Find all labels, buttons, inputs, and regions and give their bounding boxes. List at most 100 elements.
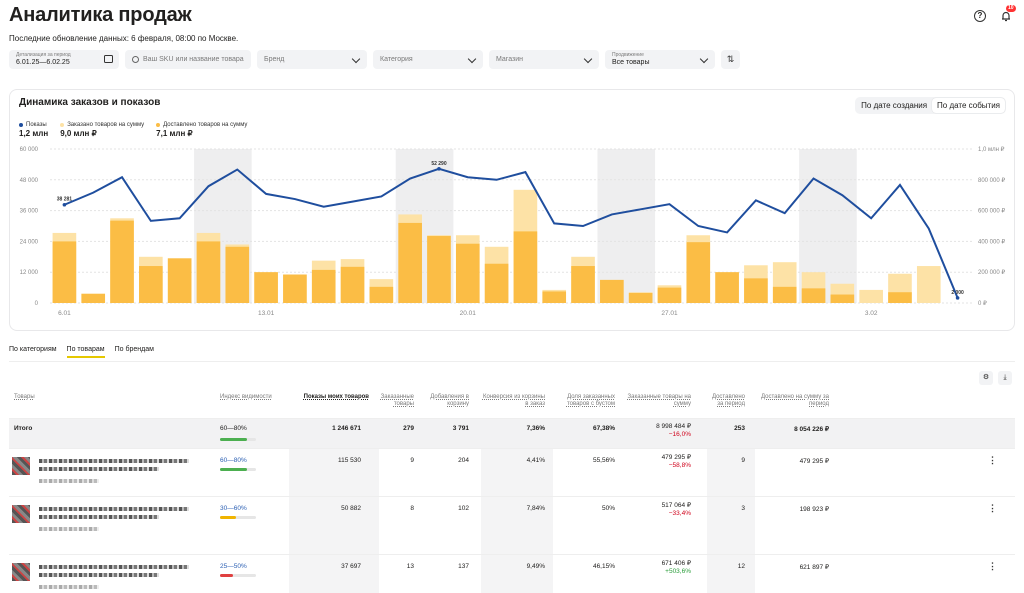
bar-delivered [801, 288, 826, 303]
product-sku-redacted [39, 585, 99, 589]
table-header: Товары Индекс видимости Показы моих това… [9, 390, 1015, 418]
tab-products[interactable]: По товарам [66, 346, 105, 358]
product-sku-redacted [39, 479, 99, 483]
table-settings-icon[interactable]: ⚙ [979, 371, 993, 385]
legend-ordered[interactable]: Заказано товаров на сумму 9,0 млн ₽ [60, 122, 145, 138]
bar-delivered [715, 272, 739, 303]
product-sku-redacted [39, 527, 99, 531]
views-line [64, 167, 959, 299]
help-icon[interactable]: ? [974, 10, 986, 22]
x-tick-label: 6.01 [58, 310, 71, 317]
toggle-by-event[interactable]: По дате события [932, 98, 1005, 113]
bar-delivered [657, 287, 682, 303]
bar-delivered [427, 236, 451, 303]
bar-ordered [916, 266, 941, 303]
bar-delivered [196, 241, 221, 303]
bar-delivered [772, 286, 797, 303]
promo-select[interactable]: Продвижение Все товары [605, 50, 715, 69]
bar-delivered [455, 243, 480, 303]
bar-delivered [888, 292, 912, 303]
col-delivered[interactable]: Доставлено за период [711, 394, 745, 407]
col-views[interactable]: Показы моих товаров [303, 394, 369, 400]
y-left-tick-label: 0 [35, 301, 39, 307]
category-select[interactable]: Категория [373, 50, 483, 69]
legend-dot [60, 123, 65, 127]
sliders-icon: ⇅ [726, 54, 735, 64]
col-ordered[interactable]: Заказанные товары [380, 394, 414, 407]
product-name-redacted[interactable] [39, 565, 189, 569]
bar-delivered [628, 292, 653, 303]
bar-delivered [283, 274, 307, 303]
views-point [62, 202, 67, 207]
page-title: Аналитика продаж [9, 4, 192, 26]
product-thumbnail[interactable] [12, 457, 30, 475]
row-menu-icon[interactable]: ⋮ [988, 503, 997, 513]
bar-delivered [542, 291, 567, 303]
bar-delivered [311, 269, 336, 303]
point-label: 52 290 [431, 161, 447, 167]
legend-delivered[interactable]: Доставлено товаров на сумму 7,1 млн ₽ [156, 122, 248, 138]
last-update-text: Последние обновление данных: 6 февраля, … [9, 34, 239, 43]
x-tick-label: 20.01 [460, 310, 477, 317]
bar-delivered [81, 293, 106, 303]
y-right-tick-label: 0 ₽ [978, 300, 987, 307]
views-point [437, 166, 441, 171]
toggle-by-creation[interactable]: По дате создания [861, 101, 928, 110]
tab-categories[interactable]: По категориям [9, 346, 57, 353]
grouping-tabs: По категориям По товарам По брендам [9, 346, 154, 358]
row-menu-icon[interactable]: ⋮ [988, 561, 997, 571]
col-products[interactable]: Товары [14, 394, 35, 400]
date-mode-toggle[interactable]: По дате создания По дате события [855, 97, 1006, 114]
bar-delivered [167, 258, 192, 303]
total-row: Итого 60—80% 1 246 671 279 3 791 7,36% 6… [9, 418, 1015, 448]
bar-delivered [225, 246, 250, 303]
bar-delivered [571, 266, 595, 303]
download-icon[interactable]: ⤓ [998, 371, 1012, 385]
bar-delivered [139, 266, 163, 303]
point-label: 2 000 [951, 290, 964, 296]
y-right-tick-label: 800 000 ₽ [978, 177, 1005, 184]
filter-settings-button[interactable]: ⇅ [721, 50, 740, 69]
product-thumbnail[interactable] [12, 563, 30, 581]
sku-search-input[interactable]: Ваш SKU или название товара [125, 50, 251, 69]
brand-select[interactable]: Бренд [257, 50, 367, 69]
bar-delivered [52, 241, 77, 303]
legend-views[interactable]: Показы 1,2 млн [19, 122, 49, 138]
bar-delivered [686, 242, 711, 303]
col-ordered-sum[interactable]: Заказанные товары на сумму [627, 394, 691, 407]
y-right-tick-label: 600 000 ₽ [978, 208, 1005, 215]
product-name-redacted[interactable] [39, 459, 189, 463]
chart-title: Динамика заказов и показов [19, 97, 161, 108]
col-added[interactable]: Добавления в корзину [430, 394, 469, 407]
visibility-bar [220, 438, 256, 441]
row-menu-icon[interactable]: ⋮ [988, 455, 997, 465]
weekend-shade [597, 149, 656, 303]
product-name-redacted [39, 467, 159, 471]
visibility-bar [220, 574, 256, 577]
col-boost-share[interactable]: Доля заказанных товаров с бустом [566, 394, 615, 407]
table-row[interactable]: 60—80% 115 530 9 204 4,41% 55,56% 479 295 ₽ −58… [9, 448, 1015, 496]
table-row[interactable]: 30—60% 50 882 8 102 7,84% 50% 517 064 ₽ −33,4% 3… [9, 496, 1015, 554]
product-name-redacted [39, 515, 159, 519]
bar-ordered [859, 289, 883, 303]
product-name-redacted[interactable] [39, 507, 189, 511]
bar-delivered [369, 286, 394, 303]
table-row[interactable]: 25—50% 37 697 13 137 9,49% 46,15% 671 406 ₽ +50… [9, 554, 1015, 593]
col-visibility[interactable]: Индекс видимости [220, 394, 272, 400]
bar-delivered [398, 222, 422, 303]
visibility-bar [220, 468, 256, 471]
notifications-bell-icon[interactable]: 10 [1000, 5, 1016, 22]
period-filter[interactable]: Детализация за период 6.01.25—6.02.25 [9, 50, 119, 69]
shop-select[interactable]: Магазин [489, 50, 599, 69]
visibility-bar [220, 516, 256, 519]
x-tick-label: 3.02 [865, 310, 878, 317]
chart-legend: Показы 1,2 млн Заказано товаров на сумму… [19, 122, 247, 138]
col-delivered-sum[interactable]: Доставлено на сумму за период [760, 394, 829, 407]
tab-brands[interactable]: По брендам [114, 346, 154, 353]
y-right-tick-label: 1,0 млн ₽ [978, 146, 1005, 153]
x-tick-label: 27.01 [661, 310, 678, 317]
bar-delivered [340, 266, 365, 303]
bar-delivered [744, 278, 768, 303]
col-conversion[interactable]: Конверсия из корзины в заказ [482, 394, 545, 407]
product-thumbnail[interactable] [12, 505, 30, 523]
